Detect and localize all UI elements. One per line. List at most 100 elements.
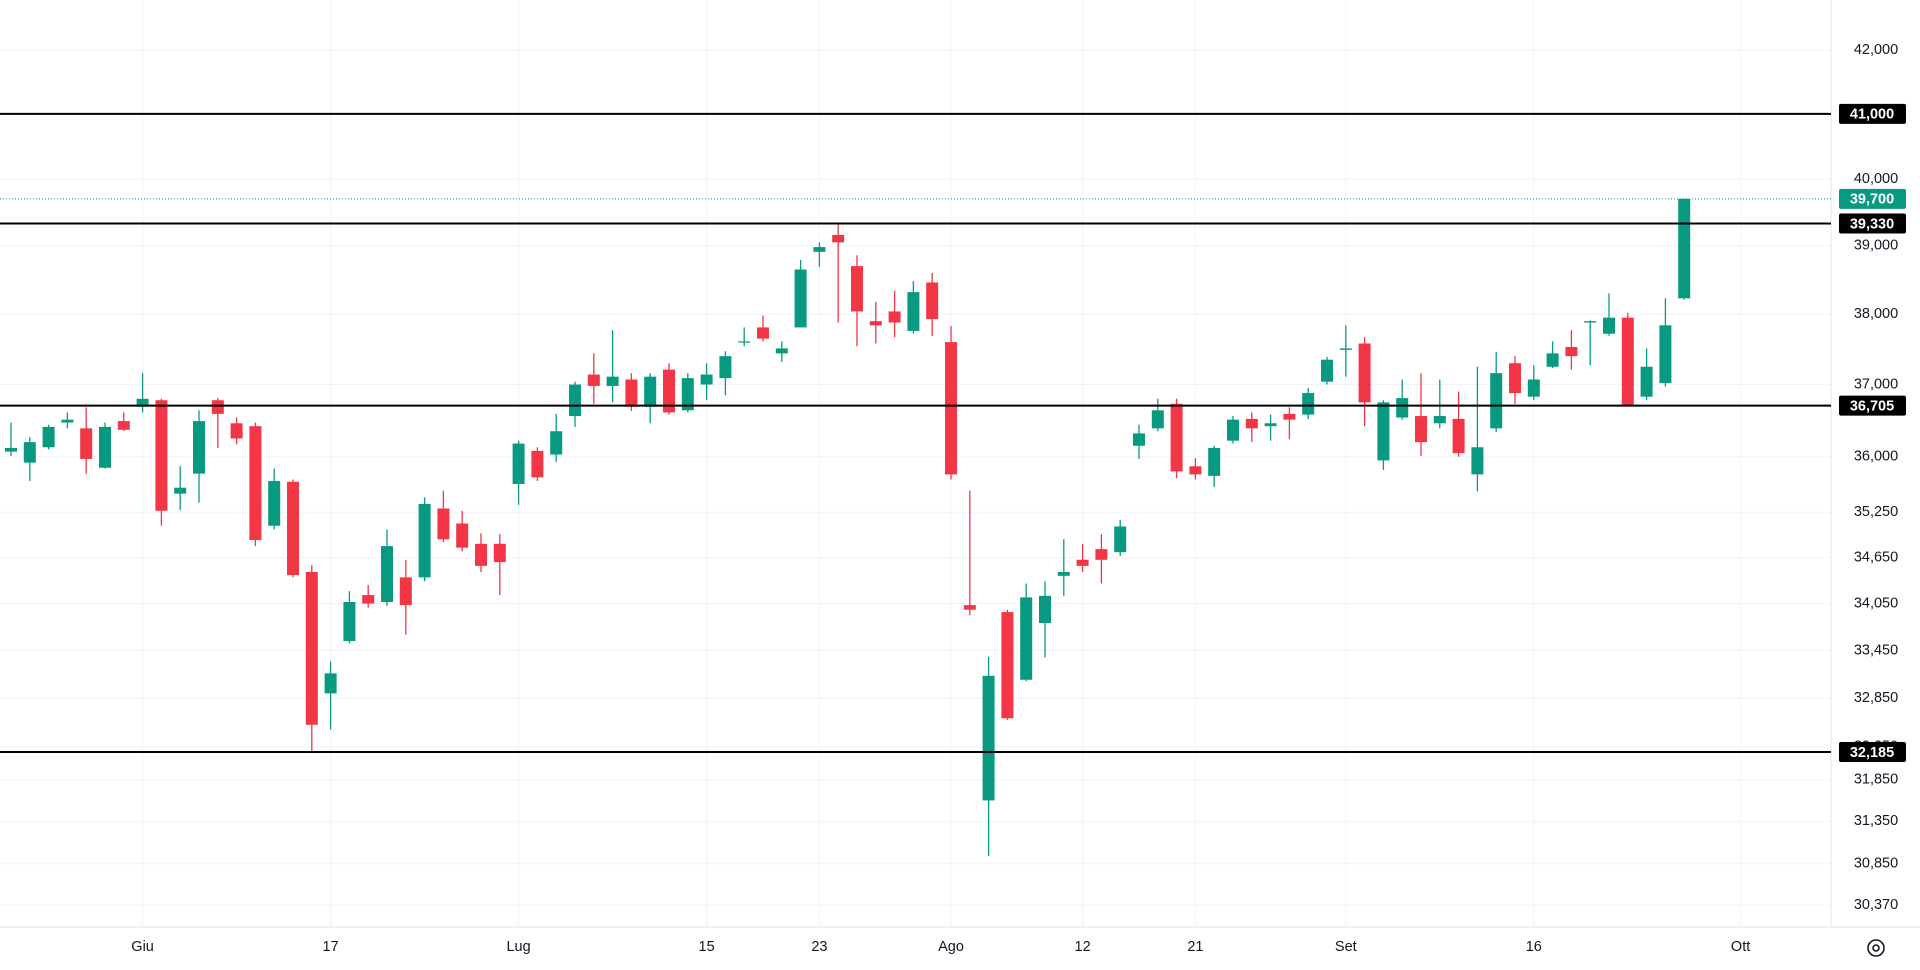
candle <box>888 290 901 338</box>
level-box <box>1839 213 1906 234</box>
candle-body <box>61 419 74 423</box>
candle <box>1621 312 1634 406</box>
candle <box>1452 391 1465 457</box>
candle <box>700 363 713 401</box>
candle <box>1114 519 1127 556</box>
candle <box>1415 373 1427 457</box>
y-tick-label: 34,650 <box>1854 549 1898 565</box>
candle-body <box>1189 466 1202 475</box>
candle <box>982 656 995 857</box>
candle <box>268 468 281 530</box>
candle-body <box>174 487 187 494</box>
candle <box>1490 351 1503 432</box>
x-tick-label: 12 <box>1075 939 1091 955</box>
level-label: 36,705 <box>1850 398 1894 414</box>
candle-body <box>1490 373 1503 429</box>
settings-icon[interactable] <box>1867 939 1885 957</box>
candle <box>1339 325 1352 377</box>
candle <box>794 259 807 328</box>
candle <box>193 410 205 503</box>
candle <box>663 363 675 415</box>
candle-body <box>1415 416 1427 443</box>
candle <box>61 412 74 429</box>
candle <box>1302 388 1315 419</box>
candle <box>117 412 130 432</box>
settings-icon-ring <box>1867 939 1885 957</box>
candle-body <box>1302 393 1315 415</box>
candle-body <box>381 546 393 603</box>
candle <box>1396 379 1409 420</box>
y-tick-label: 34,050 <box>1854 595 1898 611</box>
candle <box>155 398 168 526</box>
candle <box>606 330 619 403</box>
level-label: 39,330 <box>1850 216 1894 232</box>
candle-body <box>437 508 450 540</box>
candle <box>1321 356 1333 385</box>
candle-body <box>136 398 149 407</box>
candle <box>23 437 36 482</box>
candle-body <box>1471 447 1484 475</box>
candle-body <box>757 327 769 339</box>
candle-body <box>99 426 111 468</box>
candle-body <box>230 423 243 439</box>
candle-body <box>550 431 563 455</box>
candle-body <box>399 577 412 606</box>
x-tick-label: Set <box>1335 939 1357 955</box>
candle-body <box>305 572 318 725</box>
candle-body <box>211 400 224 414</box>
candle-body <box>1452 418 1465 454</box>
candle <box>1264 414 1277 441</box>
last-price-label: 39,700 <box>1850 192 1894 208</box>
candle-body <box>1151 410 1164 429</box>
candle <box>5 422 17 457</box>
candle-body <box>1678 198 1691 299</box>
candle <box>851 255 863 347</box>
candle-body <box>888 311 901 323</box>
candle <box>1076 543 1089 573</box>
candle-body <box>1001 612 1014 719</box>
candle <box>1020 583 1033 682</box>
candle <box>1208 445 1221 487</box>
candle <box>1527 365 1540 401</box>
candle <box>926 272 939 336</box>
candle <box>531 447 544 482</box>
candle-body <box>794 269 807 328</box>
candle-body <box>1659 325 1672 384</box>
candle-body <box>644 376 657 407</box>
candle <box>1283 407 1296 440</box>
y-tick-label: 32,850 <box>1854 690 1898 706</box>
candle <box>1358 337 1371 427</box>
candle-body <box>1527 379 1540 397</box>
candle-body <box>1245 418 1258 429</box>
x-tick-label: Ott <box>1731 939 1750 955</box>
x-tick-label: Ago <box>938 939 964 955</box>
candle-body <box>1133 433 1145 446</box>
candle-body <box>324 673 337 694</box>
candle-body <box>1358 343 1371 403</box>
candle-body <box>963 605 976 610</box>
candle-body <box>475 543 487 566</box>
candle <box>174 466 187 511</box>
candle <box>324 661 337 730</box>
candle-body <box>775 348 788 354</box>
candle-body <box>1321 359 1333 382</box>
candle-body <box>625 379 638 407</box>
candle-body <box>362 595 375 604</box>
candle-body <box>1565 347 1578 357</box>
candle-body <box>926 282 939 320</box>
candle-body <box>587 374 600 386</box>
candle <box>99 422 111 469</box>
candle <box>475 533 487 573</box>
y-tick-label: 42,000 <box>1854 42 1898 58</box>
candle-body <box>268 481 281 526</box>
candle <box>1095 534 1108 584</box>
candle-body <box>681 378 694 411</box>
candle-body <box>1020 597 1033 680</box>
candle <box>399 559 412 635</box>
y-tick-label: 38,000 <box>1854 306 1898 322</box>
candle <box>287 479 299 578</box>
candle <box>1678 198 1691 300</box>
x-tick-label: 16 <box>1526 939 1542 955</box>
